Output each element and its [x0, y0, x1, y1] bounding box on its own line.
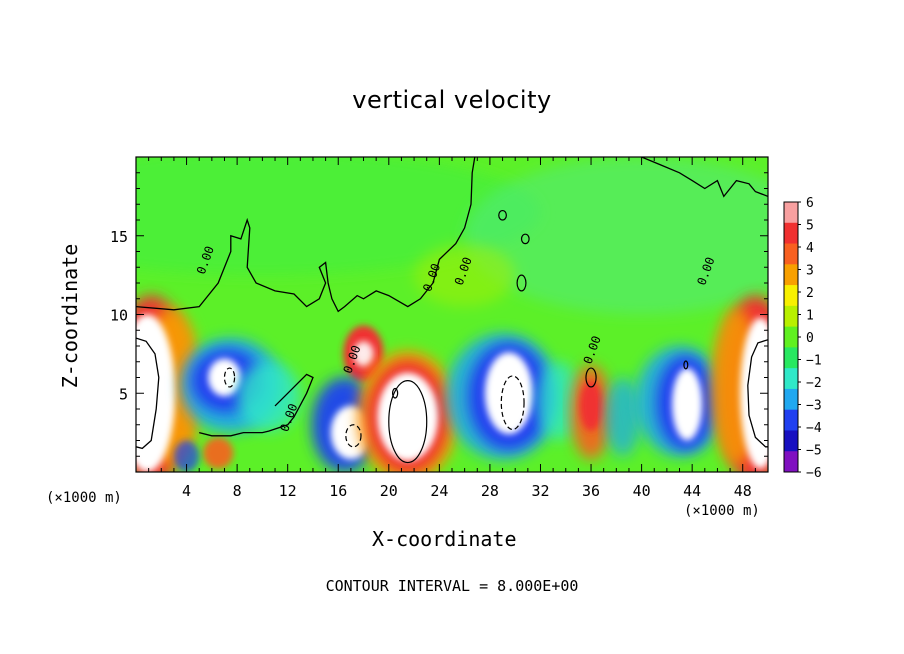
field-blob: [536, 361, 583, 441]
contour-loop: [391, 387, 399, 399]
field-blob: [484, 352, 533, 435]
colorbar-swatch: [784, 388, 798, 411]
contour-interval-note: CONTOUR INTERVAL = 8.000E+00: [325, 577, 579, 595]
contour-line: [136, 157, 476, 313]
field-blob: [604, 377, 641, 457]
field-blob: [136, 157, 541, 276]
x-tick-label: 36: [582, 482, 600, 500]
colorbar-swatch: [784, 409, 798, 431]
field-blob: [237, 361, 301, 432]
contour-line: [136, 337, 160, 450]
x-tick-label: 4: [182, 482, 191, 500]
field-blob: [173, 440, 200, 472]
colorbar-tick-label: −1: [806, 354, 822, 369]
field-blob: [740, 317, 768, 469]
colorbar-tick-label: −2: [806, 376, 822, 391]
x-tick-label: 16: [329, 482, 347, 500]
contour-loop: [516, 274, 527, 292]
colorbar-tick-label: 0: [806, 331, 814, 346]
contour-loop: [585, 367, 597, 388]
colorbar-tick-label: 4: [806, 241, 814, 256]
x-unit-right: (×1000 m): [684, 503, 760, 519]
colorbar-swatch: [784, 305, 798, 328]
colorbar-tick-label: −6: [806, 466, 822, 481]
contour-loop: [223, 367, 236, 388]
contour-line: [747, 339, 768, 448]
field-blob: [377, 372, 439, 461]
x-tick-label: 8: [233, 482, 242, 500]
colorbar-swatch: [784, 451, 798, 473]
colorbar-swatch: [784, 202, 798, 224]
field-blob: [353, 341, 374, 367]
y-tick-label: 10: [110, 307, 128, 325]
field-blob: [208, 358, 241, 397]
x-tick-label: 24: [430, 482, 448, 500]
x-axis-label: X-coordinate: [372, 527, 517, 551]
field-blob: [202, 437, 234, 469]
colorbar: 6 5 4 3 2 1 0 −1 −2 −3 −4 −5 −6: [783, 196, 822, 481]
y-tick-label: 15: [110, 228, 128, 246]
contour-loop: [683, 360, 689, 370]
colorbar-tick-label: 5: [806, 219, 814, 234]
colorbar-tick-label: −5: [806, 444, 822, 459]
y-tick-label: 5: [119, 385, 128, 403]
x-tick-label: 28: [481, 482, 499, 500]
field-blob: [136, 314, 176, 472]
x-tick-label: 20: [380, 482, 398, 500]
field-blob: [579, 380, 603, 432]
x-tick-label: 32: [531, 482, 549, 500]
colorbar-swatch: [784, 430, 798, 452]
colorbar-tick-label: 2: [806, 286, 814, 301]
colorbar-swatch: [784, 326, 798, 348]
colorbar-tick-label: 1: [806, 309, 814, 324]
velocity-field: [136, 157, 768, 472]
colorbar-swatch: [784, 264, 798, 286]
x-tick-label: 44: [683, 482, 701, 500]
colorbar-tick-label: 3: [806, 264, 814, 279]
contour-loop: [345, 424, 362, 448]
contour-loop: [500, 375, 525, 431]
x-unit-left: (×1000 m): [46, 490, 122, 506]
field-blob: [464, 157, 768, 315]
x-tick-label: 48: [734, 482, 752, 500]
colorbar-swatch: [784, 222, 798, 245]
x-tick-label: 12: [279, 482, 297, 500]
contour-loop: [520, 233, 530, 245]
colorbar-tick-label: −4: [806, 421, 822, 436]
colorbar-tick-label: 6: [806, 196, 814, 211]
colorbar-swatch: [784, 347, 798, 369]
contour-loop: [498, 209, 507, 221]
colorbar-swatch: [784, 243, 798, 265]
contour-loop: [388, 380, 428, 464]
chart-title: vertical velocity: [352, 86, 552, 114]
field-blob: [671, 368, 703, 441]
colorbar-swatch: [784, 368, 798, 390]
contour-line: [199, 373, 314, 437]
colorbar-tick-label: −3: [806, 399, 822, 414]
colorbar-swatch: [784, 285, 798, 307]
contour-line: [641, 157, 768, 198]
x-tick-label: 40: [633, 482, 651, 500]
